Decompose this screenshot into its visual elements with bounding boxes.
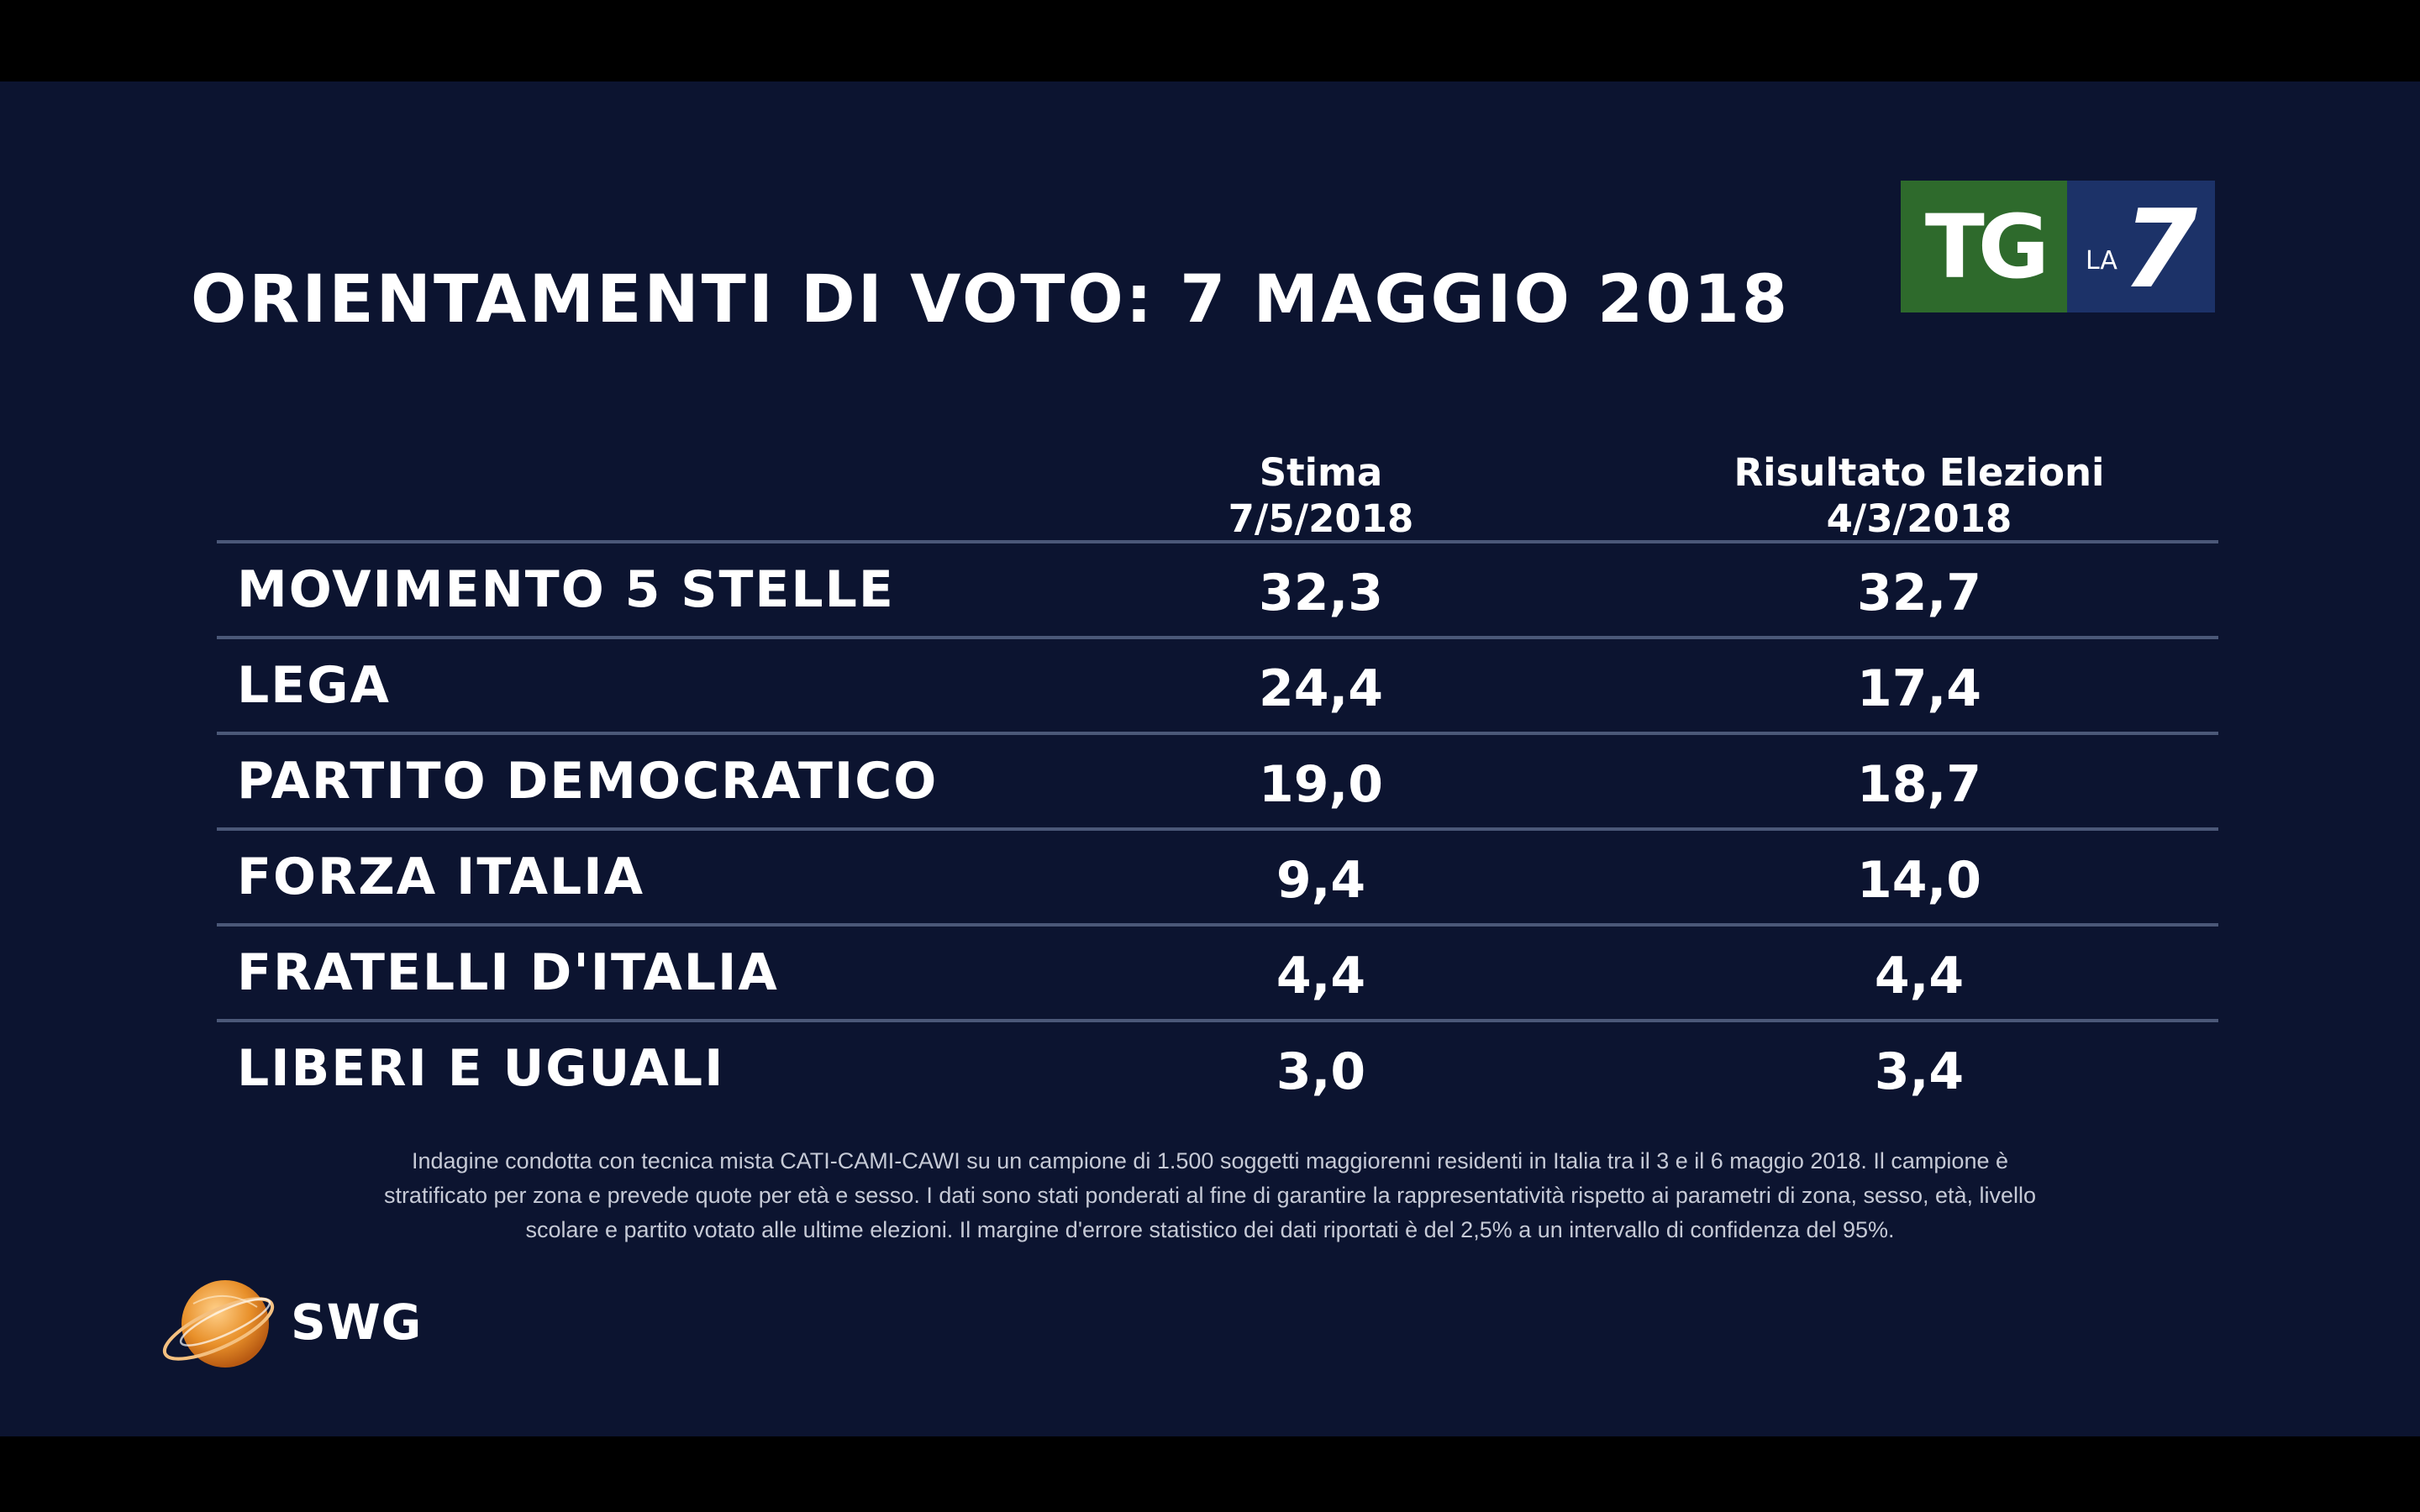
column-header-stima-date: 7/5/2018 — [1228, 496, 1414, 541]
party-name: FORZA ITALIA — [237, 848, 645, 906]
stima-value: 24,4 — [1258, 659, 1384, 718]
party-name: LEGA — [237, 656, 391, 715]
column-header-risultato-date: 4/3/2018 — [1826, 496, 2012, 541]
party-name: MOVIMENTO 5 STELLE — [237, 560, 895, 619]
risultato-value: 18,7 — [1856, 755, 1982, 814]
stima-value: 9,4 — [1276, 851, 1366, 910]
tg-logo-text: TG — [1924, 195, 2049, 298]
column-header-stima-title: Stima — [1259, 450, 1383, 495]
table-row: LIBERI E UGUALI 3,0 3,4 — [217, 1022, 2218, 1115]
risultato-value: 32,7 — [1856, 564, 1982, 622]
party-name: PARTITO DEMOCRATICO — [237, 752, 939, 811]
party-name: FRATELLI D'ITALIA — [237, 943, 779, 1002]
table-row: FRATELLI D'ITALIA 4,4 4,4 — [217, 927, 2218, 1019]
risultato-value: 17,4 — [1856, 659, 1982, 718]
column-header-risultato: Risultato Elezioni 4/3/2018 — [1667, 449, 2171, 542]
column-header-risultato-title: Risultato Elezioni — [1733, 450, 2105, 495]
table-rule — [217, 827, 2218, 831]
table-rule — [217, 540, 2218, 543]
results-table: MOVIMENTO 5 STELLE 32,3 32,7 LEGA 24,4 1… — [217, 540, 2218, 1115]
table-rule — [217, 923, 2218, 927]
stima-value: 32,3 — [1258, 564, 1384, 622]
table-rule — [217, 636, 2218, 639]
risultato-value: 3,4 — [1874, 1042, 1965, 1101]
risultato-value: 4,4 — [1874, 947, 1965, 1005]
table-row: FORZA ITALIA 9,4 14,0 — [217, 831, 2218, 923]
risultato-value: 14,0 — [1856, 851, 1982, 910]
table-row: MOVIMENTO 5 STELLE 32,3 32,7 — [217, 543, 2218, 636]
table-row: LEGA 24,4 17,4 — [217, 639, 2218, 732]
swg-brand-name: SWG — [291, 1294, 423, 1351]
note-line: stratificato per zona e prevede quote pe… — [383, 1183, 2037, 1208]
methodology-note: Indagine condotta con tecnica mista CATI… — [185, 1144, 2235, 1247]
stima-value: 4,4 — [1276, 947, 1366, 1005]
column-header-stima: Stima 7/5/2018 — [1153, 449, 1489, 542]
la7-logo: LA 7 — [2067, 181, 2215, 312]
table-rule — [217, 732, 2218, 735]
note-line: scolare e partito votato alle ultime ele… — [525, 1217, 1895, 1242]
stima-value: 3,0 — [1276, 1042, 1366, 1101]
swg-globe-icon — [162, 1280, 275, 1368]
stima-value: 19,0 — [1258, 755, 1384, 814]
note-line: Indagine condotta con tecnica mista CATI… — [412, 1148, 2008, 1173]
tg-logo: TG — [1901, 181, 2067, 312]
la7-logo-seven: 7 — [2123, 187, 2198, 312]
table-rule — [217, 1019, 2218, 1022]
table-row: PARTITO DEMOCRATICO 19,0 18,7 — [217, 735, 2218, 827]
la7-logo-la: LA — [2086, 246, 2118, 276]
party-name: LIBERI E UGUALI — [237, 1039, 725, 1098]
page-title: ORIENTAMENTI DI VOTO: 7 MAGGIO 2018 — [191, 262, 1791, 338]
